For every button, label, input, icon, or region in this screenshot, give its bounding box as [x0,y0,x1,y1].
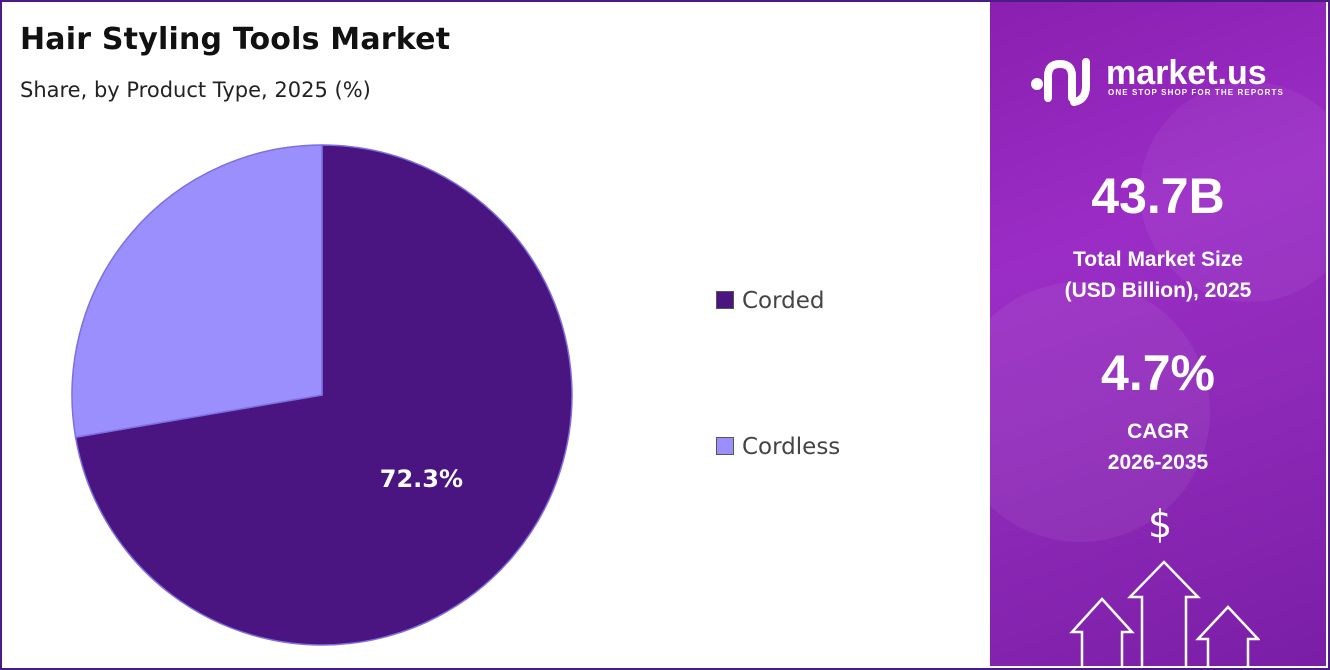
market-size-label-line1: Total Market Size [1073,248,1243,271]
cagr-label-line1: CAGR [1127,420,1189,443]
legend-swatch-corded [716,291,734,309]
stats-panel: market.us ONE STOP SHOP FOR THE REPORTS … [990,2,1326,666]
pie-slice-corded [74,144,573,646]
market-size-label-line2: (USD Billion), 2025 [1064,279,1252,302]
pie-chart: 72.3% [71,144,573,646]
legend-item-corded: Corded [716,288,825,314]
cagr-value: 4.7% [1101,345,1215,401]
legend-swatch-cordless [716,437,734,455]
cagr-label-line2: 2026-2035 [1107,451,1209,474]
brand-tagline: ONE STOP SHOP FOR THE REPORTS [1108,88,1284,97]
brand-logo: market.us ONE STOP SHOP FOR THE REPORTS [1028,54,1298,114]
cagr-label: CAGR 2026-2035 [990,416,1326,478]
market-size-value: 43.7B [1091,168,1225,224]
data-label-corded: 72.3% [380,465,463,493]
pie-slice-cordless [71,144,323,439]
growth-arrows-icon [1069,560,1260,666]
legend-item-cordless: Cordless [716,434,840,460]
market-us-logo-icon [1031,58,1090,106]
legend-label-cordless: Cordless [742,434,841,460]
chart-title: Hair Styling Tools Market [20,22,451,57]
dollar-icon: $ [1148,502,1173,546]
chart-subtitle: Share, by Product Type, 2025 (%) [20,78,371,102]
market-size-label: Total Market Size (USD Billion), 2025 [990,244,1326,306]
legend-label-corded: Corded [742,288,825,314]
